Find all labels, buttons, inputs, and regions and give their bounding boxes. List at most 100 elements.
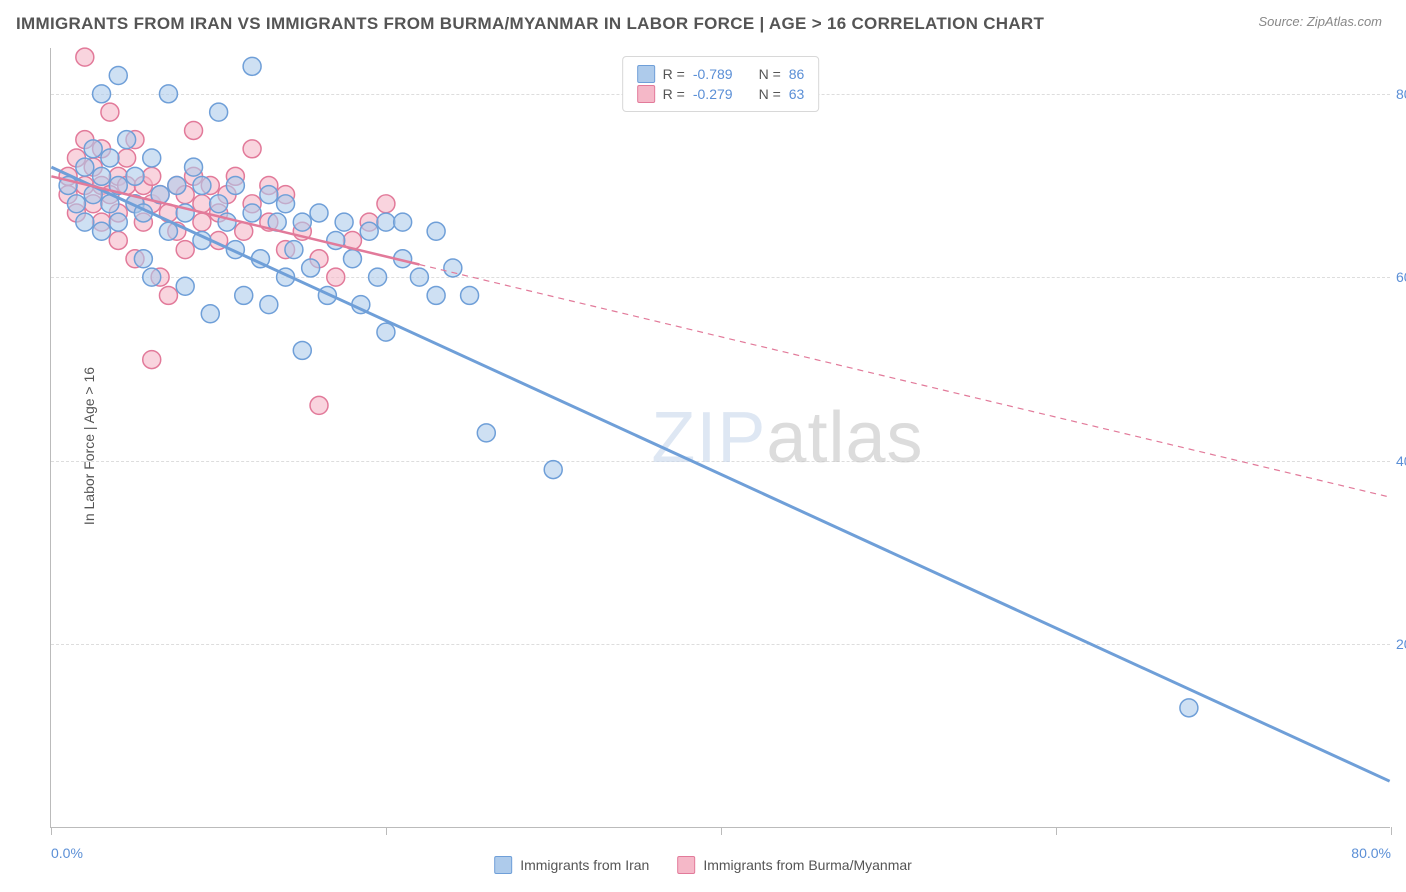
scatter-point bbox=[76, 48, 94, 66]
x-tick-label: 80.0% bbox=[1351, 845, 1391, 861]
scatter-point bbox=[93, 167, 111, 185]
scatter-point bbox=[67, 195, 85, 213]
scatter-point bbox=[293, 341, 311, 359]
x-tick bbox=[721, 827, 722, 835]
scatter-point bbox=[243, 57, 261, 75]
scatter-point bbox=[134, 250, 152, 268]
scatter-point bbox=[159, 85, 177, 103]
scatter-point bbox=[185, 121, 203, 139]
scatter-point bbox=[201, 305, 219, 323]
trend-line-dashed bbox=[419, 265, 1389, 498]
legend-n-key: N = bbox=[759, 86, 781, 102]
scatter-point bbox=[118, 131, 136, 149]
scatter-point bbox=[335, 213, 353, 231]
scatter-point bbox=[427, 222, 445, 240]
scatter-point bbox=[93, 85, 111, 103]
y-tick-label: 20.0% bbox=[1396, 636, 1406, 652]
scatter-point bbox=[84, 140, 102, 158]
scatter-point bbox=[143, 351, 161, 369]
y-tick-label: 60.0% bbox=[1396, 269, 1406, 285]
scatter-point bbox=[93, 222, 111, 240]
scatter-point bbox=[210, 195, 228, 213]
scatter-point bbox=[159, 286, 177, 304]
legend-label: Immigrants from Iran bbox=[520, 857, 649, 873]
scatter-point bbox=[427, 286, 445, 304]
scatter-point bbox=[109, 231, 127, 249]
scatter-point bbox=[243, 204, 261, 222]
scatter-point bbox=[260, 186, 278, 204]
scatter-point bbox=[185, 158, 203, 176]
legend-n-value: 86 bbox=[789, 66, 805, 82]
scatter-point bbox=[444, 259, 462, 277]
chart-title: IMMIGRANTS FROM IRAN VS IMMIGRANTS FROM … bbox=[16, 14, 1044, 34]
scatter-point bbox=[377, 213, 395, 231]
scatter-point bbox=[410, 268, 428, 286]
scatter-point bbox=[369, 268, 387, 286]
legend-r-key: R = bbox=[663, 66, 685, 82]
legend-item-burma: Immigrants from Burma/Myanmar bbox=[677, 856, 911, 874]
scatter-point bbox=[377, 195, 395, 213]
scatter-point bbox=[118, 149, 136, 167]
legend-n-value: 63 bbox=[789, 86, 805, 102]
scatter-point bbox=[343, 250, 361, 268]
plot-area: 20.0%40.0%60.0%80.0% 0.0%80.0% R = -0.78… bbox=[50, 48, 1390, 828]
x-tick bbox=[386, 827, 387, 835]
scatter-svg bbox=[51, 48, 1390, 827]
legend-r-value: -0.789 bbox=[693, 66, 733, 82]
scatter-point bbox=[310, 204, 328, 222]
scatter-point bbox=[109, 213, 127, 231]
scatter-point bbox=[101, 103, 119, 121]
correlation-legend: R = -0.789 N = 86 R = -0.279 N = 63 bbox=[622, 56, 820, 112]
trend-line bbox=[51, 167, 1389, 781]
legend-label: Immigrants from Burma/Myanmar bbox=[703, 857, 911, 873]
y-tick-label: 40.0% bbox=[1396, 453, 1406, 469]
legend-r-value: -0.279 bbox=[693, 86, 733, 102]
y-tick-label: 80.0% bbox=[1396, 86, 1406, 102]
scatter-point bbox=[360, 222, 378, 240]
scatter-point bbox=[477, 424, 495, 442]
x-tick-label: 0.0% bbox=[51, 845, 83, 861]
scatter-point bbox=[1180, 699, 1198, 717]
scatter-point bbox=[126, 167, 144, 185]
scatter-point bbox=[260, 296, 278, 314]
scatter-point bbox=[210, 103, 228, 121]
scatter-point bbox=[277, 195, 295, 213]
scatter-point bbox=[293, 213, 311, 231]
scatter-point bbox=[302, 259, 320, 277]
scatter-point bbox=[143, 268, 161, 286]
x-tick bbox=[51, 827, 52, 835]
legend-n-key: N = bbox=[759, 66, 781, 82]
legend-swatch-pink bbox=[677, 856, 695, 874]
scatter-point bbox=[243, 140, 261, 158]
scatter-point bbox=[310, 396, 328, 414]
scatter-point bbox=[193, 176, 211, 194]
scatter-point bbox=[193, 213, 211, 231]
scatter-point bbox=[377, 323, 395, 341]
legend-item-iran: Immigrants from Iran bbox=[494, 856, 649, 874]
scatter-point bbox=[76, 158, 94, 176]
scatter-point bbox=[101, 149, 119, 167]
scatter-point bbox=[285, 241, 303, 259]
scatter-point bbox=[461, 286, 479, 304]
scatter-point bbox=[109, 67, 127, 85]
scatter-point bbox=[176, 277, 194, 295]
scatter-point bbox=[143, 149, 161, 167]
x-tick bbox=[1056, 827, 1057, 835]
scatter-point bbox=[235, 286, 253, 304]
scatter-point bbox=[168, 176, 186, 194]
scatter-point bbox=[76, 213, 94, 231]
scatter-point bbox=[394, 213, 412, 231]
legend-row-series-2: R = -0.279 N = 63 bbox=[637, 85, 805, 103]
series-legend: Immigrants from Iran Immigrants from Bur… bbox=[494, 856, 912, 874]
scatter-point bbox=[226, 176, 244, 194]
legend-swatch-blue bbox=[494, 856, 512, 874]
scatter-point bbox=[143, 167, 161, 185]
scatter-point bbox=[544, 461, 562, 479]
source-attribution: Source: ZipAtlas.com bbox=[1258, 14, 1382, 29]
x-tick bbox=[1391, 827, 1392, 835]
legend-r-key: R = bbox=[663, 86, 685, 102]
scatter-point bbox=[327, 268, 345, 286]
legend-swatch-pink bbox=[637, 85, 655, 103]
legend-swatch-blue bbox=[637, 65, 655, 83]
scatter-point bbox=[176, 241, 194, 259]
